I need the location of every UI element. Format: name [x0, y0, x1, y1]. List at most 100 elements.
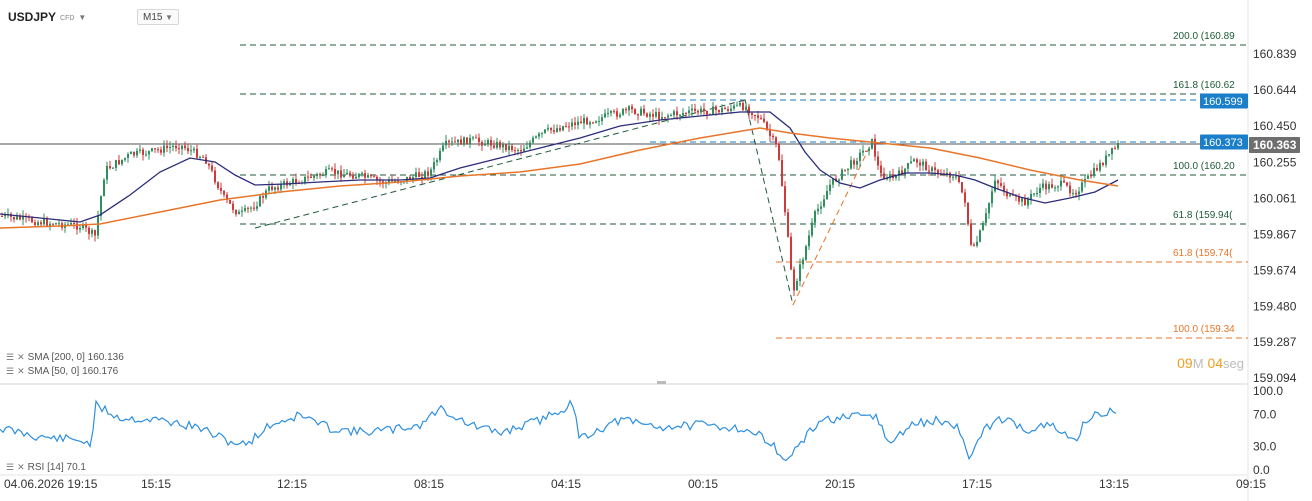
candle-body	[889, 174, 891, 179]
candle-body	[1096, 167, 1098, 171]
price-tag-a: 160.373	[1200, 134, 1248, 150]
candle-body	[433, 162, 435, 170]
candle-body	[760, 117, 762, 119]
candle-body	[598, 120, 600, 122]
close-icon[interactable]: ✕	[17, 352, 25, 362]
candle-body	[637, 113, 639, 116]
candle-body	[511, 145, 513, 151]
settings-icon[interactable]: ☰	[6, 462, 15, 472]
candle-body	[676, 111, 678, 116]
candle-body	[694, 108, 696, 111]
candle-body	[769, 129, 771, 136]
time-axis-label: 15:15	[141, 477, 171, 491]
candle-body	[964, 192, 966, 203]
timeframe-selector[interactable]: M15 ▼	[137, 9, 179, 25]
candle-body	[547, 127, 549, 130]
candle-body	[223, 190, 225, 195]
price-axis-label: 159.674	[1253, 263, 1297, 277]
timeframe-label: M15	[143, 11, 163, 23]
rsi-axis-label: 30.0	[1253, 439, 1277, 453]
candle-body	[553, 130, 555, 132]
candle-body	[883, 173, 885, 180]
candle-body	[367, 174, 369, 178]
timer-minutes-unit: M	[1192, 356, 1204, 371]
symbol-selector[interactable]: USDJPY CFD ▼	[0, 7, 94, 27]
candle-body	[856, 160, 858, 165]
candle-body	[784, 186, 786, 213]
candle-body	[880, 165, 882, 174]
candle-body	[325, 169, 327, 176]
candle-body	[1039, 187, 1041, 193]
candle-body	[118, 160, 120, 165]
candle-body	[475, 137, 477, 139]
candle-body	[874, 138, 876, 157]
candle-body	[94, 230, 96, 236]
candle-body	[1108, 154, 1110, 156]
candle-body	[994, 180, 996, 192]
candle-body	[859, 152, 861, 161]
candle-body	[751, 113, 753, 115]
close-icon[interactable]: ✕	[17, 462, 25, 472]
candle-body	[187, 148, 189, 152]
settings-icon[interactable]: ☰	[6, 352, 15, 362]
candle-body	[373, 176, 375, 178]
candle-body	[970, 224, 972, 245]
timer-minutes: 09	[1177, 355, 1193, 371]
candle-body	[853, 160, 855, 165]
candle-body	[922, 161, 924, 166]
candle-body	[811, 222, 813, 236]
candle-body	[1099, 163, 1101, 171]
candle-body	[925, 161, 927, 171]
candle-body	[211, 165, 213, 171]
candle-body	[601, 117, 603, 121]
candle-body	[985, 213, 987, 223]
candle-body	[688, 110, 690, 114]
candle-body	[1051, 184, 1053, 188]
candle-body	[19, 216, 21, 220]
candle-body	[958, 176, 960, 183]
candle-body	[196, 148, 198, 158]
candle-body	[478, 137, 480, 143]
candle-body	[139, 149, 141, 151]
candle-body	[844, 169, 846, 171]
candle-body	[559, 128, 561, 131]
candle-body	[79, 227, 81, 230]
candle-body	[268, 186, 270, 191]
candle-body	[904, 168, 906, 175]
candle-body	[535, 136, 537, 138]
candle-body	[721, 107, 723, 113]
candle-body	[715, 106, 717, 111]
candle-body	[820, 206, 822, 209]
candle-body	[757, 115, 759, 118]
candle-body	[1072, 192, 1074, 194]
candle-countdown: 09M 04seg	[1177, 355, 1244, 371]
candle-body	[160, 149, 162, 153]
candle-body	[670, 115, 672, 117]
last-price-tag: 160.363	[1249, 137, 1300, 153]
chart-header: USDJPY CFD ▼	[0, 6, 94, 28]
candle-body	[247, 207, 249, 209]
candle-body	[976, 241, 978, 246]
candle-body	[508, 145, 510, 151]
candle-body	[274, 187, 276, 190]
candle-body	[679, 114, 681, 116]
candle-body	[421, 176, 423, 179]
close-icon[interactable]: ✕	[17, 366, 25, 376]
candle-body	[70, 222, 72, 225]
candle-body	[514, 150, 516, 152]
candle-body	[115, 160, 117, 168]
time-axis-label: 04:15	[551, 477, 581, 491]
candle-body	[700, 108, 702, 113]
candle-body	[532, 137, 534, 143]
candle-body	[565, 126, 567, 128]
price-tag-b-bg	[1200, 93, 1248, 109]
candle-body	[121, 159, 123, 165]
candle-body	[586, 117, 588, 125]
candle-body	[31, 217, 33, 223]
candle-body	[550, 127, 552, 131]
settings-icon[interactable]: ☰	[6, 366, 15, 376]
candle-body	[634, 109, 636, 114]
candle-body	[631, 106, 633, 110]
candle-body	[43, 219, 45, 225]
